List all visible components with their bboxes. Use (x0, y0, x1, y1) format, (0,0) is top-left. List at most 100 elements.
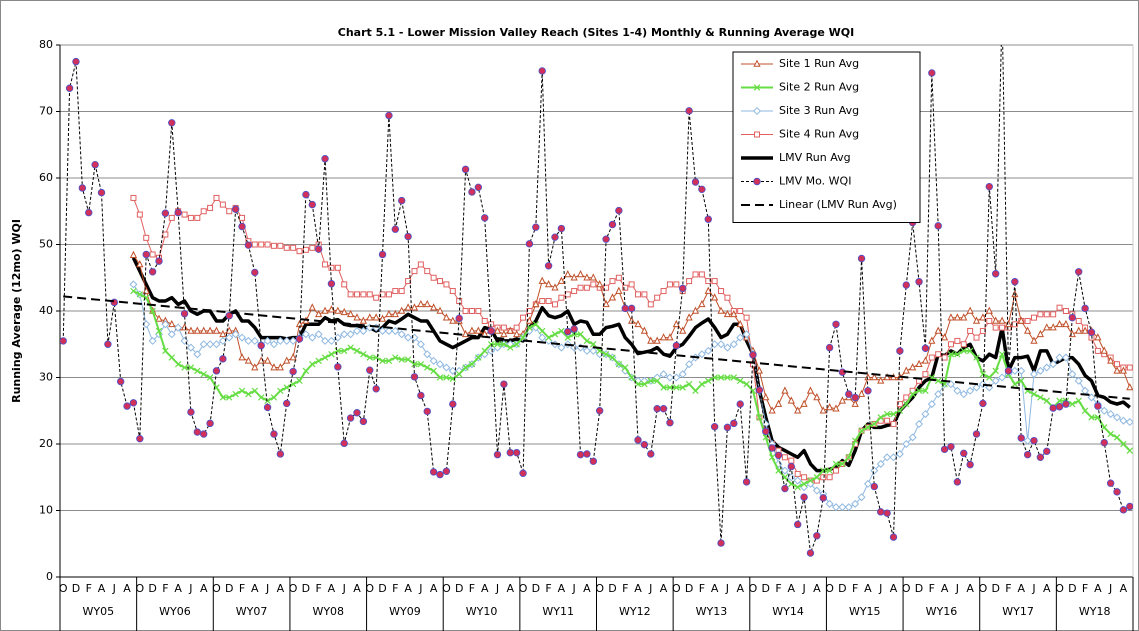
marker (1081, 407, 1089, 414)
x-tick-label: F (316, 582, 322, 595)
marker (142, 250, 150, 259)
marker (263, 356, 272, 364)
x-tick-label: A (558, 582, 566, 595)
marker (1036, 366, 1045, 375)
x-tick-label: A (123, 582, 131, 595)
marker (889, 453, 898, 462)
x-tick-label: A (864, 582, 872, 595)
plot-area (60, 45, 1133, 557)
marker (915, 278, 923, 286)
x-tick-label: O (289, 582, 298, 595)
marker (928, 69, 936, 77)
marker (870, 482, 879, 491)
marker (424, 268, 431, 275)
marker (564, 291, 571, 298)
marker (819, 494, 827, 502)
marker (711, 278, 718, 285)
x-tick-label: F (162, 582, 168, 595)
marker (793, 520, 802, 529)
marker (698, 185, 706, 194)
marker (743, 314, 750, 321)
x-tick-label: F (1005, 582, 1011, 595)
marker (423, 407, 431, 416)
marker (442, 467, 451, 475)
marker (806, 549, 815, 557)
legend-label: LMV Run Avg (779, 151, 851, 164)
marker (429, 356, 438, 365)
marker (576, 450, 585, 459)
marker (621, 304, 629, 313)
marker (1081, 326, 1089, 334)
marker (322, 261, 329, 268)
x-tick-label: D (685, 582, 693, 595)
marker (903, 400, 910, 408)
marker (704, 346, 713, 355)
marker (148, 336, 157, 345)
x-tick-label: O (59, 582, 68, 595)
marker (245, 390, 252, 398)
marker (1113, 413, 1122, 422)
x-tick-label: O (595, 582, 604, 595)
group-label: WY08 (312, 605, 344, 618)
marker (1113, 488, 1121, 496)
marker (347, 344, 354, 351)
marker (404, 356, 412, 363)
marker (698, 299, 706, 308)
x-tick-label: J (648, 582, 652, 595)
marker (922, 371, 929, 378)
marker (186, 343, 195, 352)
marker (551, 283, 559, 291)
marker (915, 420, 924, 429)
marker (909, 363, 917, 371)
marker (1055, 353, 1064, 362)
marker (500, 341, 508, 348)
marker (340, 307, 348, 316)
marker (781, 484, 789, 493)
marker (295, 319, 304, 328)
x-tick-label: O (1055, 582, 1064, 595)
marker (1050, 311, 1057, 318)
marker (673, 281, 680, 288)
marker (347, 291, 354, 298)
marker (500, 329, 508, 338)
marker (754, 131, 760, 138)
marker (391, 309, 399, 318)
series-line (63, 295, 1130, 400)
marker (609, 278, 616, 285)
marker (474, 326, 482, 334)
marker (149, 307, 156, 315)
marker (1094, 347, 1101, 354)
marker (282, 336, 291, 345)
marker (244, 356, 253, 364)
y-tick-label: 10 (39, 504, 53, 517)
group-label: WY10 (466, 605, 498, 618)
marker (832, 503, 841, 512)
marker (1024, 326, 1032, 334)
marker (500, 324, 507, 331)
marker (270, 363, 278, 371)
marker (513, 341, 520, 348)
marker (876, 459, 885, 468)
marker (181, 364, 188, 371)
marker (519, 469, 527, 477)
x-tick-label: A (890, 582, 898, 595)
marker (244, 241, 253, 249)
marker (123, 402, 131, 410)
marker (257, 394, 265, 401)
marker (921, 410, 930, 419)
marker (379, 291, 386, 298)
marker (129, 280, 138, 289)
x-tick-label: A (583, 582, 591, 595)
marker (60, 337, 67, 345)
marker (590, 341, 597, 348)
marker (877, 376, 885, 384)
marker (1036, 329, 1044, 338)
marker (225, 311, 233, 320)
marker (762, 427, 770, 436)
marker (327, 336, 336, 345)
marker (966, 306, 974, 314)
marker (219, 355, 227, 363)
x-tick-label: J (418, 582, 422, 595)
marker (678, 370, 687, 379)
